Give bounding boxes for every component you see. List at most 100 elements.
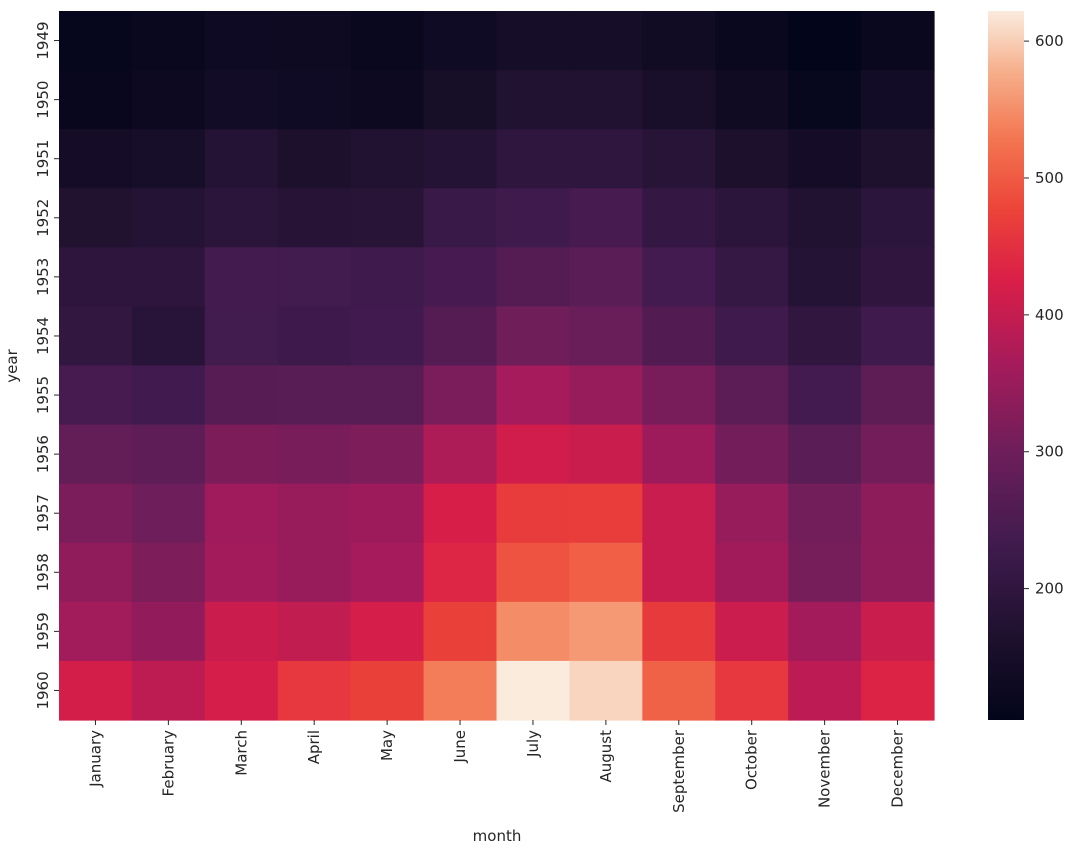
heatmap-cell <box>131 11 206 71</box>
colorbar-tick-label: 400 <box>1035 306 1064 324</box>
heatmap-cell <box>204 306 279 367</box>
heatmap-cell <box>788 365 862 426</box>
heatmap-cell <box>569 129 643 189</box>
colorbar-tick-label: 600 <box>1035 32 1064 50</box>
y-tick-label: 1958 <box>34 553 52 591</box>
heatmap-cell <box>350 542 425 603</box>
heatmap-cell <box>569 483 643 544</box>
heatmap-cell <box>496 542 571 603</box>
heatmap-cell <box>715 424 789 485</box>
heatmap-cell <box>715 306 789 367</box>
y-axis-label: year <box>3 348 21 382</box>
heatmap-cell <box>350 11 425 71</box>
heatmap-cell <box>496 483 571 544</box>
heatmap-cell <box>277 483 352 544</box>
heatmap-cell <box>715 601 789 662</box>
heatmap-cell <box>861 483 935 544</box>
heatmap-cell <box>569 188 643 248</box>
heatmap-cell <box>715 247 789 308</box>
heatmap-cell <box>496 247 571 308</box>
heatmap-cell <box>569 424 643 485</box>
heatmap-cell <box>642 129 716 189</box>
heatmap-cell <box>131 660 206 721</box>
heatmap-cell <box>59 660 133 721</box>
heatmap-cell <box>350 365 425 426</box>
heatmap-cell <box>131 601 206 662</box>
heatmap-cell <box>496 601 571 662</box>
heatmap-cell <box>277 11 352 71</box>
heatmap-cell <box>496 11 571 71</box>
heatmap-cell <box>277 188 352 248</box>
x-tick-label: April <box>305 730 323 764</box>
heatmap-cell <box>788 188 862 248</box>
y-tick-label: 1956 <box>34 435 52 473</box>
heatmap-cell <box>642 365 716 426</box>
heatmap-cell <box>861 247 935 308</box>
heatmap-cell <box>423 542 498 603</box>
heatmap-cell <box>788 601 862 662</box>
heatmap-cell <box>861 660 935 721</box>
heatmap-cell <box>350 601 425 662</box>
y-tick-label: 1955 <box>34 376 52 414</box>
heatmap-cell <box>423 424 498 485</box>
heatmap-cell <box>496 188 571 248</box>
heatmap-cell <box>131 247 206 308</box>
heatmap-cell <box>277 70 352 130</box>
heatmap-cell <box>350 129 425 189</box>
heatmap-cell <box>788 306 862 367</box>
y-tick-label: 1950 <box>34 81 52 119</box>
heatmap-cell <box>642 188 716 248</box>
heatmap-cell <box>59 424 133 485</box>
heatmap-cell <box>131 542 206 603</box>
heatmap-cell <box>569 11 643 71</box>
heatmap-cell <box>277 365 352 426</box>
heatmap-cell <box>204 542 279 603</box>
heatmap-cell <box>350 660 425 721</box>
heatmap-cell <box>861 70 935 130</box>
heatmap-cell <box>131 424 206 485</box>
heatmap-cell <box>204 601 279 662</box>
heatmap-cell <box>642 247 716 308</box>
heatmap-cell <box>642 424 716 485</box>
heatmap-cell <box>350 188 425 248</box>
heatmap-cell <box>59 129 133 189</box>
heatmap-cell <box>204 188 279 248</box>
heatmap-cell <box>59 247 133 308</box>
heatmap-cell <box>423 188 498 248</box>
heatmap-cell <box>350 306 425 367</box>
heatmap-cell <box>496 306 571 367</box>
heatmap-cell <box>277 660 352 721</box>
heatmap-cell <box>861 424 935 485</box>
heatmap-cell <box>350 424 425 485</box>
heatmap-cell <box>350 247 425 308</box>
heatmap-cell <box>788 247 862 308</box>
heatmap-cell <box>788 129 862 189</box>
heatmap-cell <box>861 542 935 603</box>
heatmap-cell <box>423 365 498 426</box>
heatmap-cell <box>496 70 571 130</box>
heatmap-cell <box>715 129 789 189</box>
heatmap-cell <box>423 129 498 189</box>
heatmap-cell <box>277 424 352 485</box>
heatmap-cell <box>788 424 862 485</box>
heatmap-cell <box>423 247 498 308</box>
y-tick-label: 1960 <box>34 671 52 709</box>
y-tick-label: 1953 <box>34 258 52 296</box>
heatmap-cell <box>642 542 716 603</box>
heatmap-cell <box>569 542 643 603</box>
heatmap-cell <box>569 601 643 662</box>
heatmap-cell <box>59 483 133 544</box>
heatmap-cell <box>715 188 789 248</box>
heatmap-cell <box>788 70 862 130</box>
x-tick-label: June <box>451 730 469 764</box>
heatmap-cell <box>861 188 935 248</box>
heatmap-cell <box>350 70 425 130</box>
heatmap-cell <box>277 129 352 189</box>
heatmap-cell <box>59 11 133 71</box>
heatmap-cell <box>569 70 643 130</box>
heatmap-cell <box>204 424 279 485</box>
x-tick-label: January <box>86 730 104 788</box>
heatmap-cell <box>715 70 789 130</box>
heatmap-cell <box>496 129 571 189</box>
